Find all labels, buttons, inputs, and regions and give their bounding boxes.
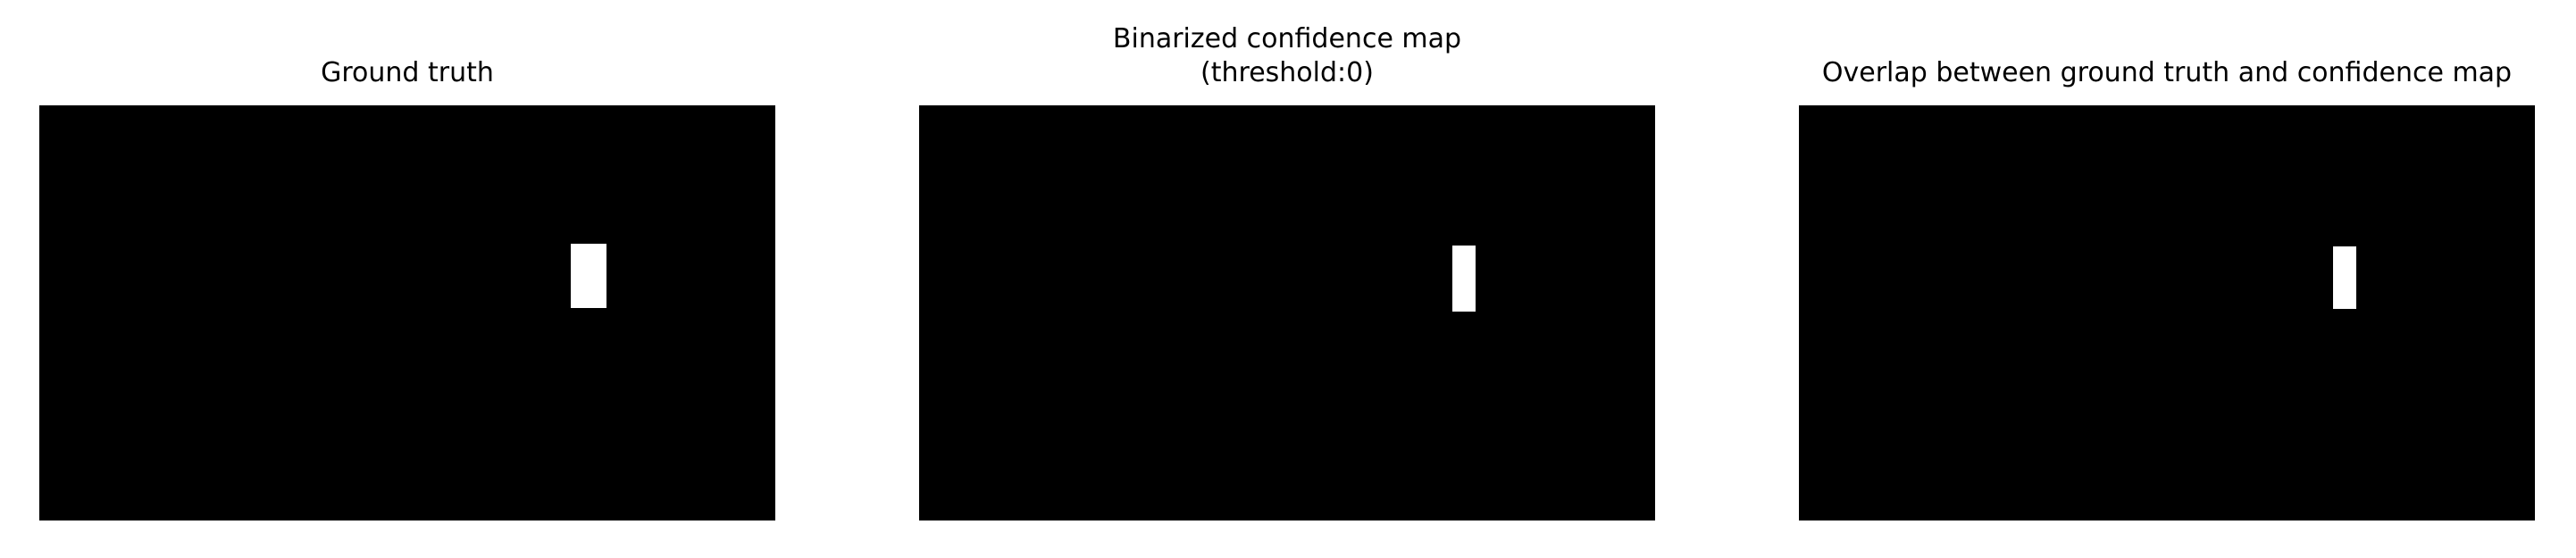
- confidence-map-title: Binarized confidence map (threshold:0): [876, 22, 1698, 90]
- ground-truth-title: Ground truth: [0, 56, 818, 90]
- title-line: Ground truth: [321, 57, 494, 88]
- ground-truth-image: [39, 105, 775, 521]
- confidence-map-region: [1452, 246, 1476, 312]
- title-threshold-line: (threshold:0): [1200, 57, 1374, 88]
- overlap-image: [1799, 105, 2535, 521]
- overlap-title: Overlap between ground truth and confide…: [1756, 56, 2576, 90]
- title-line: Binarized confidence map: [1112, 23, 1462, 54]
- confidence-map-image: [919, 105, 1655, 521]
- title-line: Overlap between ground truth and confide…: [1821, 57, 2513, 88]
- ground-truth-region: [571, 244, 606, 308]
- overlap-region: [2333, 246, 2356, 309]
